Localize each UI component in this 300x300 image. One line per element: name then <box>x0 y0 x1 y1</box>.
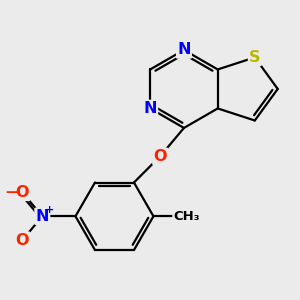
Text: +: + <box>45 206 54 215</box>
Text: S: S <box>249 50 261 65</box>
Text: O: O <box>16 185 29 200</box>
Text: N: N <box>36 209 49 224</box>
Text: CH₃: CH₃ <box>173 210 200 223</box>
Text: N: N <box>143 101 157 116</box>
Text: N: N <box>177 43 191 58</box>
Text: O: O <box>153 149 167 164</box>
Text: —: — <box>6 185 20 200</box>
Text: O: O <box>16 233 29 248</box>
